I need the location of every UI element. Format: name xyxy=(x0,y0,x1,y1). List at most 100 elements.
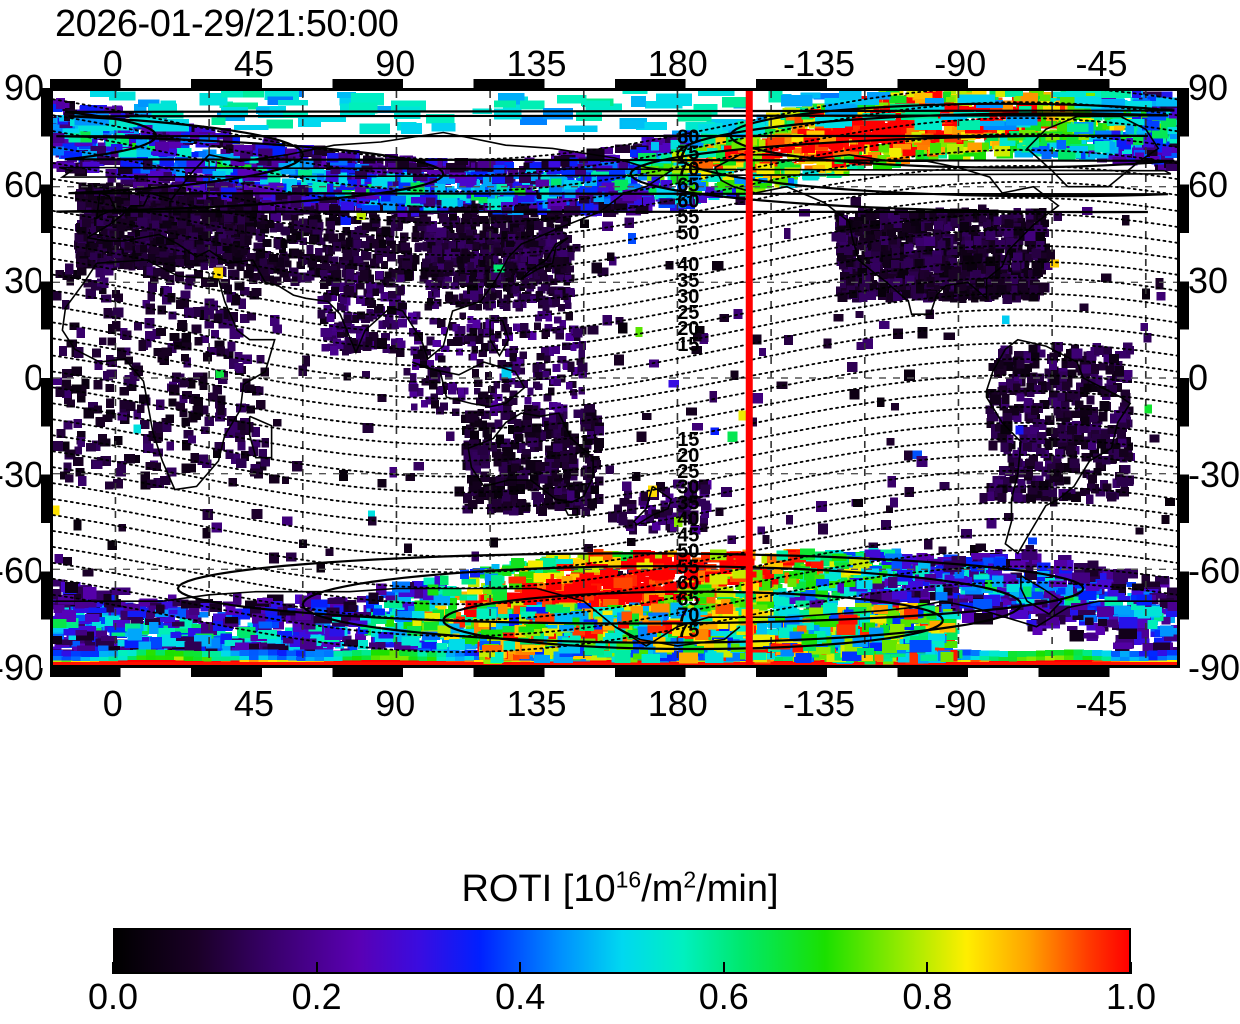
roti-data-layer xyxy=(53,91,1177,665)
roti-cell xyxy=(554,266,561,274)
roti-cell xyxy=(458,392,466,401)
roti-cell xyxy=(98,250,107,260)
roti-cell xyxy=(997,349,1006,359)
roti-cell xyxy=(1025,219,1035,230)
roti-cell xyxy=(1009,474,1019,484)
roti-cell xyxy=(978,204,987,212)
roti-cell xyxy=(1100,273,1112,283)
roti-cell xyxy=(891,259,900,269)
roti-cell xyxy=(340,216,351,225)
roti-cell xyxy=(1124,475,1134,485)
roti-cell xyxy=(573,409,583,419)
roti-cell xyxy=(168,255,177,265)
roti-cell xyxy=(362,241,370,249)
roti-cell xyxy=(440,326,448,335)
roti-cell xyxy=(455,300,463,308)
roti-cell xyxy=(933,221,944,231)
roti-cell xyxy=(212,385,222,395)
roti-cell xyxy=(506,240,514,247)
roti-cell xyxy=(1044,368,1055,379)
roti-cell xyxy=(202,528,211,539)
roti-cell xyxy=(344,337,353,347)
roti-cell xyxy=(380,292,390,302)
roti-cell xyxy=(476,272,484,280)
roti-cell xyxy=(345,269,354,280)
map-panel[interactable]: 80 75 70 65 60 55 50 40 35 30 25 20 15 15 20 25 30 35 40 45… xyxy=(50,88,1180,668)
roti-cell xyxy=(426,359,435,368)
roti-cell xyxy=(1124,452,1133,461)
roti-cell xyxy=(114,237,124,247)
roti-cell xyxy=(481,296,490,305)
roti-cell xyxy=(1012,364,1021,374)
roti-cell xyxy=(391,244,400,254)
roti-cell xyxy=(306,270,315,281)
roti-cell xyxy=(1116,428,1127,439)
roti-cell xyxy=(115,467,126,477)
roti-cell xyxy=(960,528,973,539)
roti-cell xyxy=(758,347,767,356)
roti-cell xyxy=(967,255,977,266)
roti-cell xyxy=(1049,352,1059,363)
roti-cell xyxy=(883,224,892,233)
roti-cell xyxy=(107,324,117,335)
roti-cell xyxy=(939,482,950,491)
roti-cell xyxy=(333,216,341,226)
roti-cell xyxy=(456,256,463,264)
roti-cell xyxy=(1109,413,1119,424)
roti-cell xyxy=(870,248,881,258)
roti-cell xyxy=(665,260,674,270)
roti-cell xyxy=(570,388,577,396)
roti-cell xyxy=(1031,405,1039,415)
roti-cell xyxy=(377,479,387,488)
roti-cell xyxy=(997,365,1007,375)
roti-cell xyxy=(462,256,470,264)
roti-cell xyxy=(1045,427,1055,436)
roti-cell xyxy=(1120,389,1130,398)
roti-cell xyxy=(362,222,372,230)
roti-cell xyxy=(958,293,967,303)
roti-cell xyxy=(321,343,330,352)
roti-cell xyxy=(208,392,218,402)
roti-cell xyxy=(871,240,882,252)
roti-cell xyxy=(1013,413,1022,423)
roti-cell xyxy=(1071,410,1080,419)
roti-cell xyxy=(1010,486,1021,495)
roti-cell xyxy=(63,462,72,472)
roti-cell xyxy=(1087,424,1098,433)
roti-cell xyxy=(691,345,702,354)
roti-cell xyxy=(347,230,355,241)
roti-cell xyxy=(924,538,933,550)
roti-cell xyxy=(153,448,164,457)
roti-cell xyxy=(970,544,979,556)
roti-cell xyxy=(152,432,163,442)
roti-cell xyxy=(865,212,875,221)
roti-cell xyxy=(590,485,599,494)
roti-cell xyxy=(561,257,570,265)
roti-cell xyxy=(458,268,465,276)
roti-cell xyxy=(168,225,177,234)
roti-cell xyxy=(699,523,708,532)
roti-cell xyxy=(850,230,858,239)
roti-cell xyxy=(76,327,86,339)
roti-cell xyxy=(351,337,360,346)
roti-cell xyxy=(563,363,571,370)
latitude-tick-label: -60 xyxy=(0,550,44,592)
roti-cell xyxy=(373,306,382,314)
roti-cell xyxy=(1081,416,1090,425)
roti-cell xyxy=(328,233,338,244)
roti-cell xyxy=(194,270,203,279)
roti-cell xyxy=(1013,492,1023,503)
roti-cell xyxy=(96,218,106,227)
roti-cell xyxy=(150,212,160,221)
roti-cell xyxy=(536,353,545,361)
roti-cell xyxy=(138,394,150,404)
roti-cell xyxy=(1037,432,1047,440)
roti-cell xyxy=(531,251,539,260)
roti-cell xyxy=(516,471,527,480)
roti-cell xyxy=(508,506,519,516)
roti-cell xyxy=(153,268,164,277)
roti-cell xyxy=(471,464,482,475)
roti-cell xyxy=(1122,374,1132,383)
roti-cell xyxy=(148,281,157,292)
roti-cell xyxy=(447,249,456,256)
